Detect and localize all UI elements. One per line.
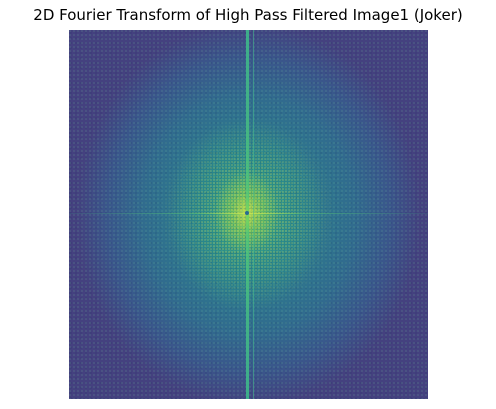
dc-component-dot (244, 211, 249, 216)
fourier-spectrum-image (69, 30, 428, 399)
plot-title: 2D Fourier Transform of High Pass Filter… (33, 6, 463, 24)
vertical-frequency-line-secondary (252, 30, 254, 399)
